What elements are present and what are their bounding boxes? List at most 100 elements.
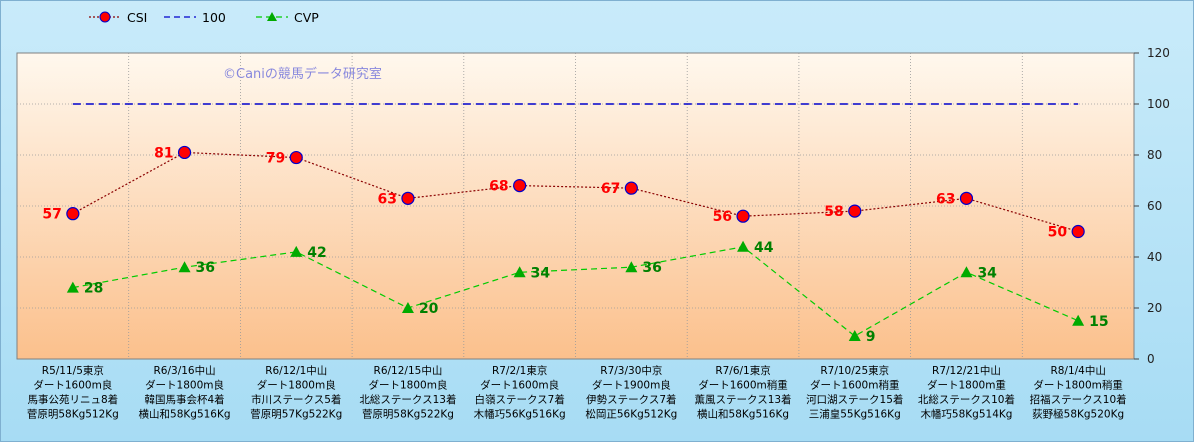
x-tick-label: R6/3/16中山 [154, 364, 216, 377]
point-csi [959, 191, 974, 205]
legend-label-csi: CSI [127, 10, 147, 25]
x-tick-label: 白嶺ステークス7着 [474, 393, 564, 406]
point-csi [624, 181, 638, 195]
legend-marker-csi [99, 11, 111, 23]
y-tick-label: 40 [1147, 250, 1162, 264]
x-tick-label: ダート1800m良 [368, 379, 447, 392]
x-tick-label: 北総ステークス13着 [359, 393, 456, 406]
point-csi [401, 191, 415, 205]
data-label-csi: 63 [936, 191, 955, 207]
x-tick-label: ダート1800m重 [927, 379, 1006, 392]
data-label-csi: 81 [154, 145, 173, 161]
series-line-cvp [72, 246, 1079, 337]
x-tick-label: 河口湖ステーク15着 [806, 393, 903, 406]
data-label-cvp: 42 [307, 245, 326, 261]
y-tick-label: 60 [1147, 199, 1162, 213]
point-cvp [1072, 314, 1085, 326]
point-csi [848, 204, 862, 218]
y-tick-label: 0 [1147, 352, 1155, 366]
x-tick-label: 横山和58Kg516Kg [697, 408, 789, 421]
point-cvp [960, 266, 973, 278]
x-tick-label: R8/1/4中山 [1050, 364, 1105, 377]
data-label-cvp: 28 [84, 281, 103, 297]
x-tick-label: R5/11/5東京 [42, 364, 104, 377]
x-tick-label: 伊勢ステークス7着 [586, 393, 676, 406]
x-tick-label: 荻野極58Kg520Kg [1032, 408, 1124, 421]
point-cvp [848, 330, 861, 342]
y-axis: 0 20 40 60 80 100 120 [1134, 46, 1170, 366]
data-label-csi: 56 [713, 209, 732, 225]
data-label-cvp: 9 [866, 329, 876, 345]
data-label-cvp: 34 [977, 265, 997, 281]
data-label-cvp: 36 [642, 260, 661, 276]
x-tick-label: ダート1600m稍重 [810, 379, 899, 392]
data-label-csi: 63 [377, 191, 396, 207]
watermark: ©Caniの競馬データ研究室 [223, 66, 382, 82]
x-tick-label: 菅原明58Kg522Kg [362, 409, 454, 421]
x-tick-label: 馬事公苑リニュ8着 [28, 393, 119, 406]
legend: CSI 100 CVP [89, 10, 319, 25]
point-cvp [737, 240, 750, 252]
x-tick-label: R6/12/1中山 [265, 364, 327, 377]
data-label-csi: 67 [601, 181, 620, 197]
data-label-cvp: 34 [531, 265, 551, 281]
y-tick-label: 100 [1147, 97, 1170, 111]
point-csi [1071, 224, 1085, 239]
x-tick-label: R6/12/15中山 [374, 364, 443, 377]
data-label-cvp: 15 [1089, 314, 1108, 330]
x-tick-label: R7/10/25東京 [820, 364, 889, 377]
point-csi [736, 209, 750, 223]
point-csi [66, 207, 80, 221]
point-csi [513, 179, 527, 193]
point-cvp [178, 261, 191, 273]
point-cvp [625, 261, 638, 273]
data-label-csi: 79 [266, 151, 285, 167]
x-tick-label: ダート1800m稍重 [1033, 379, 1122, 392]
data-label-cvp: 36 [196, 260, 215, 276]
x-tick-label: 松岡正56Kg512Kg [585, 408, 677, 421]
x-tick-label: 横山和58Kg516Kg [139, 408, 231, 421]
x-tick-label: ダート1600m稍重 [698, 379, 787, 392]
data-label-csi: 57 [42, 207, 61, 223]
point-cvp [513, 266, 526, 278]
x-tick-label: 三浦皇55Kg516Kg [809, 408, 901, 421]
x-tick-label: 北総ステークス10着 [918, 393, 1015, 406]
data-label-csi: 68 [489, 179, 508, 195]
data-label-cvp: 20 [419, 301, 439, 317]
point-csi [177, 145, 192, 160]
x-tick-label: ダート1900m良 [592, 379, 671, 392]
point-cvp [290, 245, 303, 257]
point-cvp [401, 302, 414, 313]
data-label-cvp: 44 [754, 240, 774, 256]
y-tick-label: 80 [1147, 148, 1162, 162]
data-label-csi: 58 [824, 204, 843, 220]
x-tick-label: 菅原明58Kg512Kg [27, 409, 119, 421]
data-label-csi: 50 [1048, 225, 1068, 241]
x-tick-label: R7/3/30中京 [600, 364, 662, 377]
legend-label-cvp: CVP [294, 10, 319, 25]
x-tick-label: R7/2/1東京 [492, 364, 547, 377]
x-tick-label: 薫風ステークス13着 [695, 393, 792, 406]
x-tick-label: 木幡巧58Kg514Kg [920, 408, 1012, 421]
legend-label-100: 100 [202, 10, 226, 25]
x-tick-label: ダート1600m良 [480, 379, 559, 392]
y-tick-label: 120 [1147, 46, 1170, 60]
x-tick-label: R7/12/21中山 [932, 364, 1001, 377]
y-tick-label: 20 [1147, 301, 1162, 315]
series-layer: 57 81 79 63 68 67 56 58 63 50 28 36 42 20 34 36 44 9 34 15 [42, 103, 1109, 345]
point-csi [289, 150, 303, 165]
point-cvp [66, 281, 79, 293]
x-tick-label: 招福ステークス10着 [1030, 393, 1127, 406]
legend-marker-cvp [267, 12, 277, 21]
x-tick-label: R7/6/1東京 [715, 364, 770, 377]
x-tick-label: ダート1800m良 [145, 379, 224, 392]
series-line-csi [72, 151, 1079, 233]
x-tick-label: 菅原明57Kg522Kg [250, 409, 342, 421]
x-tick-label: 韓国馬事会杯4着 [144, 393, 224, 406]
x-tick-label: 市川ステークス5着 [251, 393, 341, 406]
x-tick-label: ダート1800m良 [257, 379, 336, 392]
x-tick-label: ダート1600m良 [33, 379, 112, 392]
